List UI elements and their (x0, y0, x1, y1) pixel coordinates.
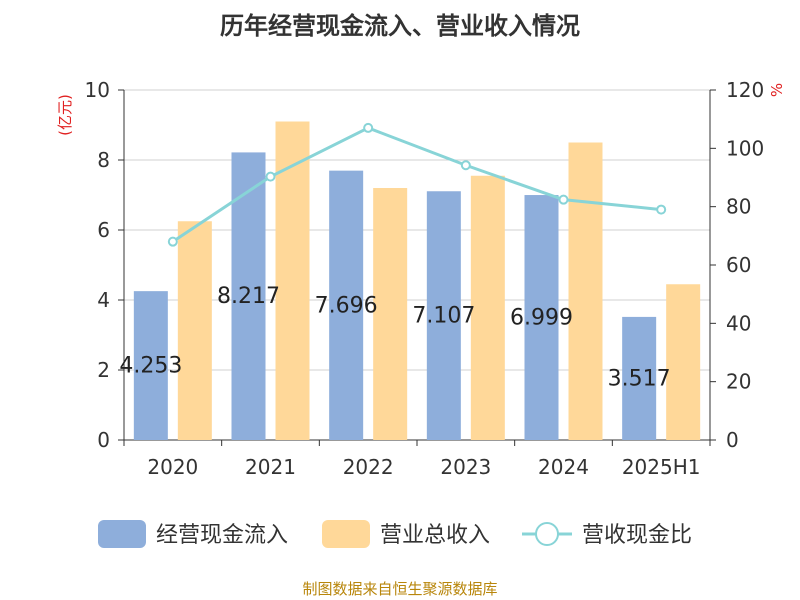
legend-label: 营业总收入 (380, 523, 490, 548)
legend-swatch (322, 520, 370, 548)
bar-revenue (275, 121, 310, 440)
legend-swatch (98, 520, 146, 548)
chart-title: 历年经营现金流入、营业收入情况 (220, 12, 580, 40)
y-left-tick-label: 2 (97, 358, 110, 382)
y-right-tick-label: 0 (726, 428, 739, 452)
y-left-tick-label: 6 (97, 218, 110, 242)
y-left-tick-label: 4 (97, 288, 110, 312)
legend-label: 经营现金流入 (156, 523, 288, 548)
x-tick-label: 2020 (147, 455, 198, 479)
y-left-tick-label: 10 (85, 78, 110, 102)
bar-cash-inflow (622, 316, 657, 440)
bar-cash-inflow (426, 191, 461, 440)
y-right-tick-label: 40 (726, 311, 751, 335)
y-left-tick-label: 8 (97, 148, 110, 172)
bar-cash-inflow (329, 170, 364, 440)
y-right-tick-label: 20 (726, 370, 751, 394)
data-label: 7.107 (412, 304, 475, 329)
bar-cash-inflow (133, 291, 168, 440)
line-point (167, 236, 178, 247)
x-tick-label: 2022 (343, 455, 394, 479)
y-right-tick-label: 100 (726, 136, 764, 160)
data-label: 7.696 (315, 293, 378, 318)
legend-label: 营收现金比 (582, 523, 692, 548)
bar-revenue (568, 142, 603, 440)
data-label: 6.999 (510, 306, 573, 331)
line-point (363, 122, 374, 133)
x-tick-label: 2021 (245, 455, 296, 479)
line-point (460, 160, 471, 171)
data-label: 3.517 (608, 366, 671, 391)
x-tick-label: 2025H1 (622, 455, 701, 479)
y-right-tick-label: 120 (726, 78, 764, 102)
x-tick-label: 2024 (538, 455, 589, 479)
bar-revenue (373, 188, 408, 440)
source-note: 制图数据来自恒生聚源数据库 (302, 580, 498, 598)
bar-cash-inflow (524, 195, 559, 440)
line-ratio (172, 126, 662, 243)
line-point (265, 171, 276, 182)
y-right-tick-label: 60 (726, 253, 751, 277)
y-left-tick-label: 0 (97, 428, 110, 452)
x-tick-label: 2023 (440, 455, 491, 479)
y-right-tick-label: 80 (726, 195, 751, 219)
legend-marker (535, 522, 559, 546)
y-right-axis-label: % (768, 83, 786, 97)
line-point (558, 194, 569, 205)
y-left-axis-label: (亿元) (56, 94, 74, 136)
bar-revenue (177, 221, 212, 440)
data-label: 4.253 (119, 354, 182, 379)
bar-revenue (470, 175, 505, 440)
data-label: 8.217 (217, 284, 280, 309)
line-point (656, 204, 667, 215)
bar-revenue (666, 284, 701, 440)
